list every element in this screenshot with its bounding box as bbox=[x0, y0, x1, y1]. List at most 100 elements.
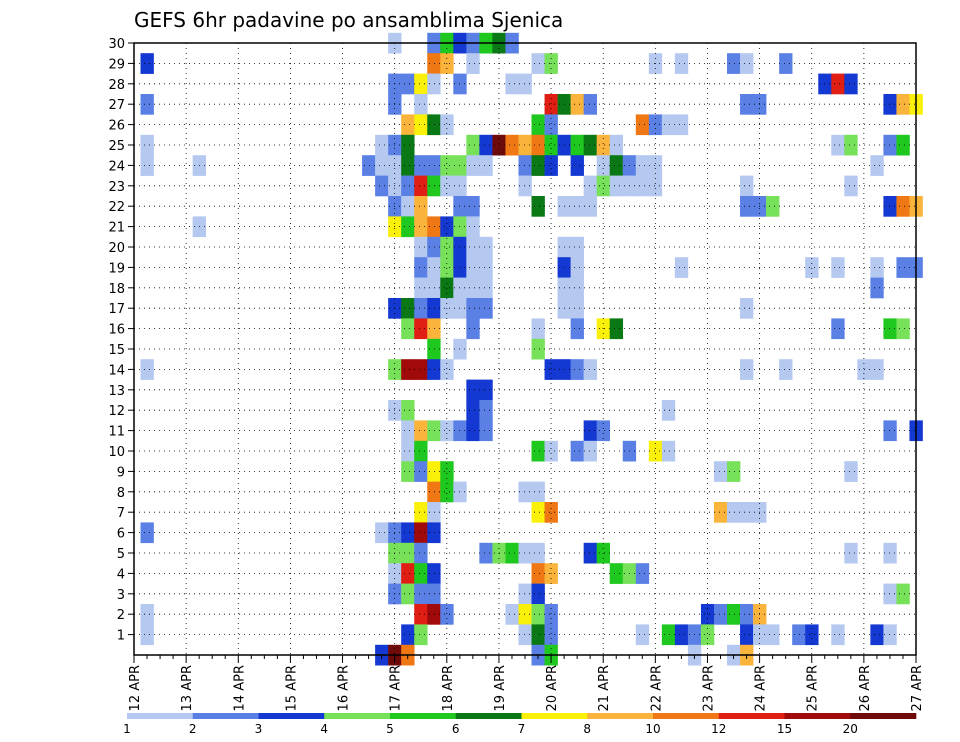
heat-cell-217 bbox=[596, 420, 611, 442]
heat-cell-95 bbox=[401, 175, 415, 197]
heat-cell-172 bbox=[570, 298, 584, 319]
heat-cell-59 bbox=[518, 134, 532, 156]
heat-cell-102 bbox=[596, 175, 611, 197]
heat-cell-41 bbox=[401, 114, 415, 136]
heat-cell-127 bbox=[414, 216, 428, 238]
heat-cell-44 bbox=[440, 114, 454, 136]
heat-cell-194 bbox=[544, 359, 558, 380]
heat-cell-237 bbox=[440, 481, 454, 503]
heat-cell-98 bbox=[440, 175, 454, 197]
heat-cell-279 bbox=[427, 583, 441, 605]
heat-cell-63 bbox=[570, 134, 584, 156]
heat-cell-126 bbox=[401, 216, 415, 238]
heat-cell-225 bbox=[583, 440, 597, 462]
heat-cell-187 bbox=[531, 338, 545, 360]
heat-cell-234 bbox=[727, 461, 741, 482]
heat-cell-204 bbox=[466, 400, 480, 421]
heat-cell-129 bbox=[440, 216, 454, 238]
heat-cell-154 bbox=[414, 277, 428, 299]
heat-cell-151 bbox=[870, 257, 884, 278]
heat-cell-32 bbox=[544, 94, 558, 115]
heat-cell-273 bbox=[609, 563, 624, 584]
heat-cell-86 bbox=[570, 155, 584, 176]
heat-cell-239 bbox=[518, 481, 532, 503]
heat-cell-260 bbox=[505, 542, 519, 564]
heat-cell-67 bbox=[831, 134, 845, 156]
heat-cell-256 bbox=[401, 542, 415, 564]
heat-cell-141 bbox=[427, 257, 441, 278]
x-axis: 12 APR 13 APR 14 APR 15 APR 16 APR 17 APR 18 A… bbox=[128, 655, 925, 711]
heat-cell-241 bbox=[414, 502, 428, 523]
heat-cell-31 bbox=[414, 94, 428, 115]
legend-swatch-2 bbox=[258, 713, 325, 719]
heat-cell-277 bbox=[401, 583, 415, 605]
heat-cell-293 bbox=[713, 604, 728, 625]
heat-cell-16 bbox=[727, 53, 741, 74]
heat-cell-185 bbox=[427, 338, 441, 360]
legend-swatch-1 bbox=[192, 713, 259, 719]
heat-cell-164 bbox=[401, 298, 415, 319]
heat-cell-144 bbox=[466, 257, 480, 278]
heat-cell-139 bbox=[570, 236, 584, 258]
heat-cell-64 bbox=[583, 134, 597, 156]
heat-cell-120 bbox=[766, 196, 780, 217]
x-tick-label-15: 27 APR bbox=[910, 665, 925, 711]
heat-cell-208 bbox=[661, 400, 676, 421]
heat-cell-253 bbox=[414, 522, 428, 544]
x-tick-label-11: 23 APR bbox=[701, 665, 716, 711]
heat-cell-242 bbox=[427, 502, 441, 523]
heat-cell-175 bbox=[414, 318, 428, 340]
heat-cell-303 bbox=[635, 624, 650, 646]
heat-cell-27 bbox=[831, 73, 845, 95]
heat-cell-97 bbox=[427, 175, 441, 197]
y-tick-label-4: 4 bbox=[117, 567, 125, 582]
heat-cell-250 bbox=[375, 522, 389, 544]
x-tick-label-7: 19 APR bbox=[493, 665, 508, 711]
x-tick-label-6: 18 APR bbox=[441, 665, 456, 711]
heat-cell-148 bbox=[674, 257, 689, 278]
heat-cell-118 bbox=[740, 196, 754, 217]
heat-cell-18 bbox=[779, 53, 793, 74]
heat-cell-78 bbox=[427, 155, 441, 176]
x-tick-label-10: 22 APR bbox=[649, 665, 664, 711]
heat-cell-9 bbox=[427, 53, 441, 74]
heat-cell-107 bbox=[740, 175, 754, 197]
heat-cell-300 bbox=[518, 624, 532, 646]
heat-cell-142 bbox=[440, 257, 454, 278]
chart-title: GEFS 6hr padavine po ansamblima Sjenica bbox=[134, 8, 563, 32]
heat-cell-66 bbox=[609, 134, 624, 156]
y-tick-label-19: 19 bbox=[108, 261, 125, 276]
legend-label-0: 1 bbox=[123, 722, 131, 736]
x-tick-label-13: 25 APR bbox=[806, 665, 821, 711]
y-tick-label-12: 12 bbox=[108, 404, 125, 419]
heat-cell-110 bbox=[401, 196, 415, 217]
heat-cell-280 bbox=[518, 583, 532, 605]
heat-cell-284 bbox=[140, 604, 154, 625]
heat-cell-240 bbox=[531, 481, 545, 503]
x-tick-label-9: 21 APR bbox=[597, 665, 612, 711]
y-tick-label-14: 14 bbox=[108, 363, 125, 378]
heat-cell-34 bbox=[570, 94, 584, 115]
y-tick-label-11: 11 bbox=[108, 425, 125, 440]
heat-cell-184 bbox=[896, 318, 910, 340]
heat-cell-93 bbox=[375, 175, 389, 197]
heat-cell-60 bbox=[531, 134, 545, 156]
heat-cell-236 bbox=[427, 481, 441, 503]
heat-cell-199 bbox=[779, 359, 793, 380]
heat-cell-173 bbox=[740, 298, 754, 319]
heat-cell-207 bbox=[401, 400, 415, 421]
heat-cell-179 bbox=[570, 318, 584, 340]
heat-cell-65 bbox=[596, 134, 611, 156]
heat-cell-84 bbox=[531, 155, 545, 176]
x-tick-label-4: 16 APR bbox=[337, 665, 352, 711]
heat-cell-270 bbox=[427, 563, 441, 584]
heat-cell-103 bbox=[609, 175, 624, 197]
heat-cell-39 bbox=[896, 94, 910, 115]
y-tick-label-29: 29 bbox=[108, 57, 125, 72]
heat-cell-108 bbox=[844, 175, 858, 197]
heat-cell-188 bbox=[140, 359, 154, 380]
heat-cell-46 bbox=[544, 114, 558, 136]
heat-cell-215 bbox=[479, 420, 493, 442]
heat-cell-193 bbox=[440, 359, 454, 380]
x-tick-label-3: 15 APR bbox=[284, 665, 299, 711]
